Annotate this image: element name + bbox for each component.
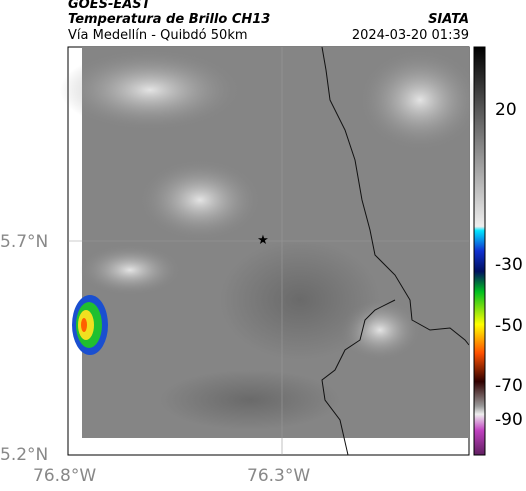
timestamp: 2024-03-20 01:39 (351, 28, 469, 43)
lon-label: 76.8°W (33, 466, 97, 486)
lon-label: 76.3°W (247, 466, 311, 486)
colorbar-tick: 20 (495, 100, 517, 120)
location-marker: ★ (257, 233, 269, 248)
lat-label: 5.7°N (0, 232, 49, 252)
boundary (321, 46, 470, 456)
colorbar (473, 46, 486, 456)
agency: SIATA (428, 12, 469, 27)
satellite-image (60, 47, 480, 438)
colorbar-tick: -30 (495, 255, 523, 275)
region: Vía Medellín - Quibdó 50km (68, 28, 248, 43)
colorbar-tick: -90 (495, 410, 523, 430)
source: GOES-EAST (68, 0, 151, 12)
product: Temperatura de Brillo CH13 (68, 12, 271, 27)
colorbar-tick: -50 (495, 316, 523, 336)
lat-label: 5.2°N (0, 445, 49, 465)
colorbar-tick: -70 (495, 376, 523, 396)
